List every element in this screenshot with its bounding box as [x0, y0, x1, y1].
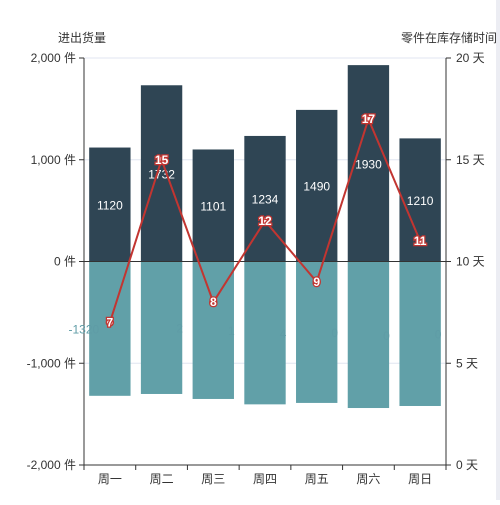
inbound-bar: [244, 135, 286, 262]
storage-time-point: [260, 216, 270, 226]
inbound-bar: [140, 85, 183, 262]
right-axis-tick-label: 5 天: [456, 356, 478, 370]
outbound-bar: [89, 261, 131, 396]
x-axis-tick-label: 周三: [201, 472, 225, 486]
storage-time-label: 15: [155, 153, 169, 167]
storage-time-point: [157, 155, 166, 164]
x-axis-tick-label: 周二: [150, 472, 174, 486]
storage-time-label: 17: [362, 112, 376, 126]
right-axis-name: 零件在库存储时间: [401, 30, 497, 45]
x-axis-tick-label: 周一: [98, 472, 122, 486]
right-axis-tick-label: 10 天: [456, 255, 485, 269]
inbound-bar: [192, 149, 234, 262]
storage-time-label: 7: [107, 316, 114, 330]
right-axis-tick-label: 15 天: [456, 153, 485, 167]
inbound-bar-label: 1234: [252, 193, 279, 207]
storage-time-point: [312, 277, 321, 287]
outbound-bar: [244, 261, 286, 405]
inbound-bar-label: 1101: [200, 199, 226, 213]
x-axis-tick-label: 周四: [253, 472, 277, 486]
outbound-bar-label: 0: [383, 329, 390, 343]
left-axis-tick-label: 2,000 件: [31, 51, 76, 65]
outbound-bar: [347, 261, 390, 409]
left-axis-name: 进出货量: [58, 30, 106, 45]
edge-stripe: [496, 0, 500, 500]
inbound-bar: [89, 147, 131, 262]
bar-labels: 1120 -1320 1732 2 1101 1 1234 4 1490 0 1930 0 1210 0: [69, 157, 442, 342]
outbound-bar-label: 4: [280, 327, 287, 341]
x-axis-tick-label: 周六: [356, 472, 380, 486]
inbound-bar-label: 1732: [148, 167, 175, 181]
storage-time-label: 12: [258, 214, 272, 228]
storage-time-point: [105, 318, 115, 327]
inbound-bar-label: 1930: [355, 157, 382, 171]
outbound-bar: [399, 261, 441, 406]
storage-time-label: 11: [414, 234, 427, 248]
storage-time-point: [415, 236, 425, 246]
outbound-bar: [140, 261, 183, 394]
inbound-bar-label: 1210: [407, 194, 434, 208]
axes: -2,000 件 -1,000 件 0 件 1,000 件 2,000 件 0 天 5 天 1…: [27, 51, 485, 486]
storage-time-point: [364, 114, 373, 124]
x-axis-tick-label: 周日: [408, 472, 432, 486]
outbound-bars: [89, 261, 441, 409]
right-axis-tick-label: 20 天: [456, 51, 485, 65]
left-axis-tick-label: 0 件: [54, 255, 76, 269]
storage-time-point: [209, 297, 218, 307]
storage-time-label: 9: [313, 275, 320, 289]
storage-time-label: 8: [210, 295, 217, 309]
left-axis-tick-label: -2,000 件: [27, 458, 76, 472]
right-axis-tick-label: 0 天: [456, 458, 478, 472]
outbound-bar-label: 2: [176, 322, 183, 336]
left-axis-tick-label: -1,000 件: [27, 356, 76, 370]
outbound-bar: [192, 261, 234, 399]
x-axis-tick-label: 周五: [305, 472, 329, 486]
inbound-bar-label: 1120: [97, 199, 123, 213]
inbound-bar-label: 1490: [303, 180, 330, 194]
outbound-bar-label: 1: [228, 324, 235, 338]
storage-time-line: 7 15 8 12 9 17 11: [105, 111, 428, 331]
outbound-bar-label: 0: [435, 328, 442, 342]
outbound-bar-label: -1320: [69, 323, 100, 337]
left-axis-tick-label: 1,000 件: [31, 153, 76, 167]
outbound-bar-label: 0: [331, 326, 338, 340]
